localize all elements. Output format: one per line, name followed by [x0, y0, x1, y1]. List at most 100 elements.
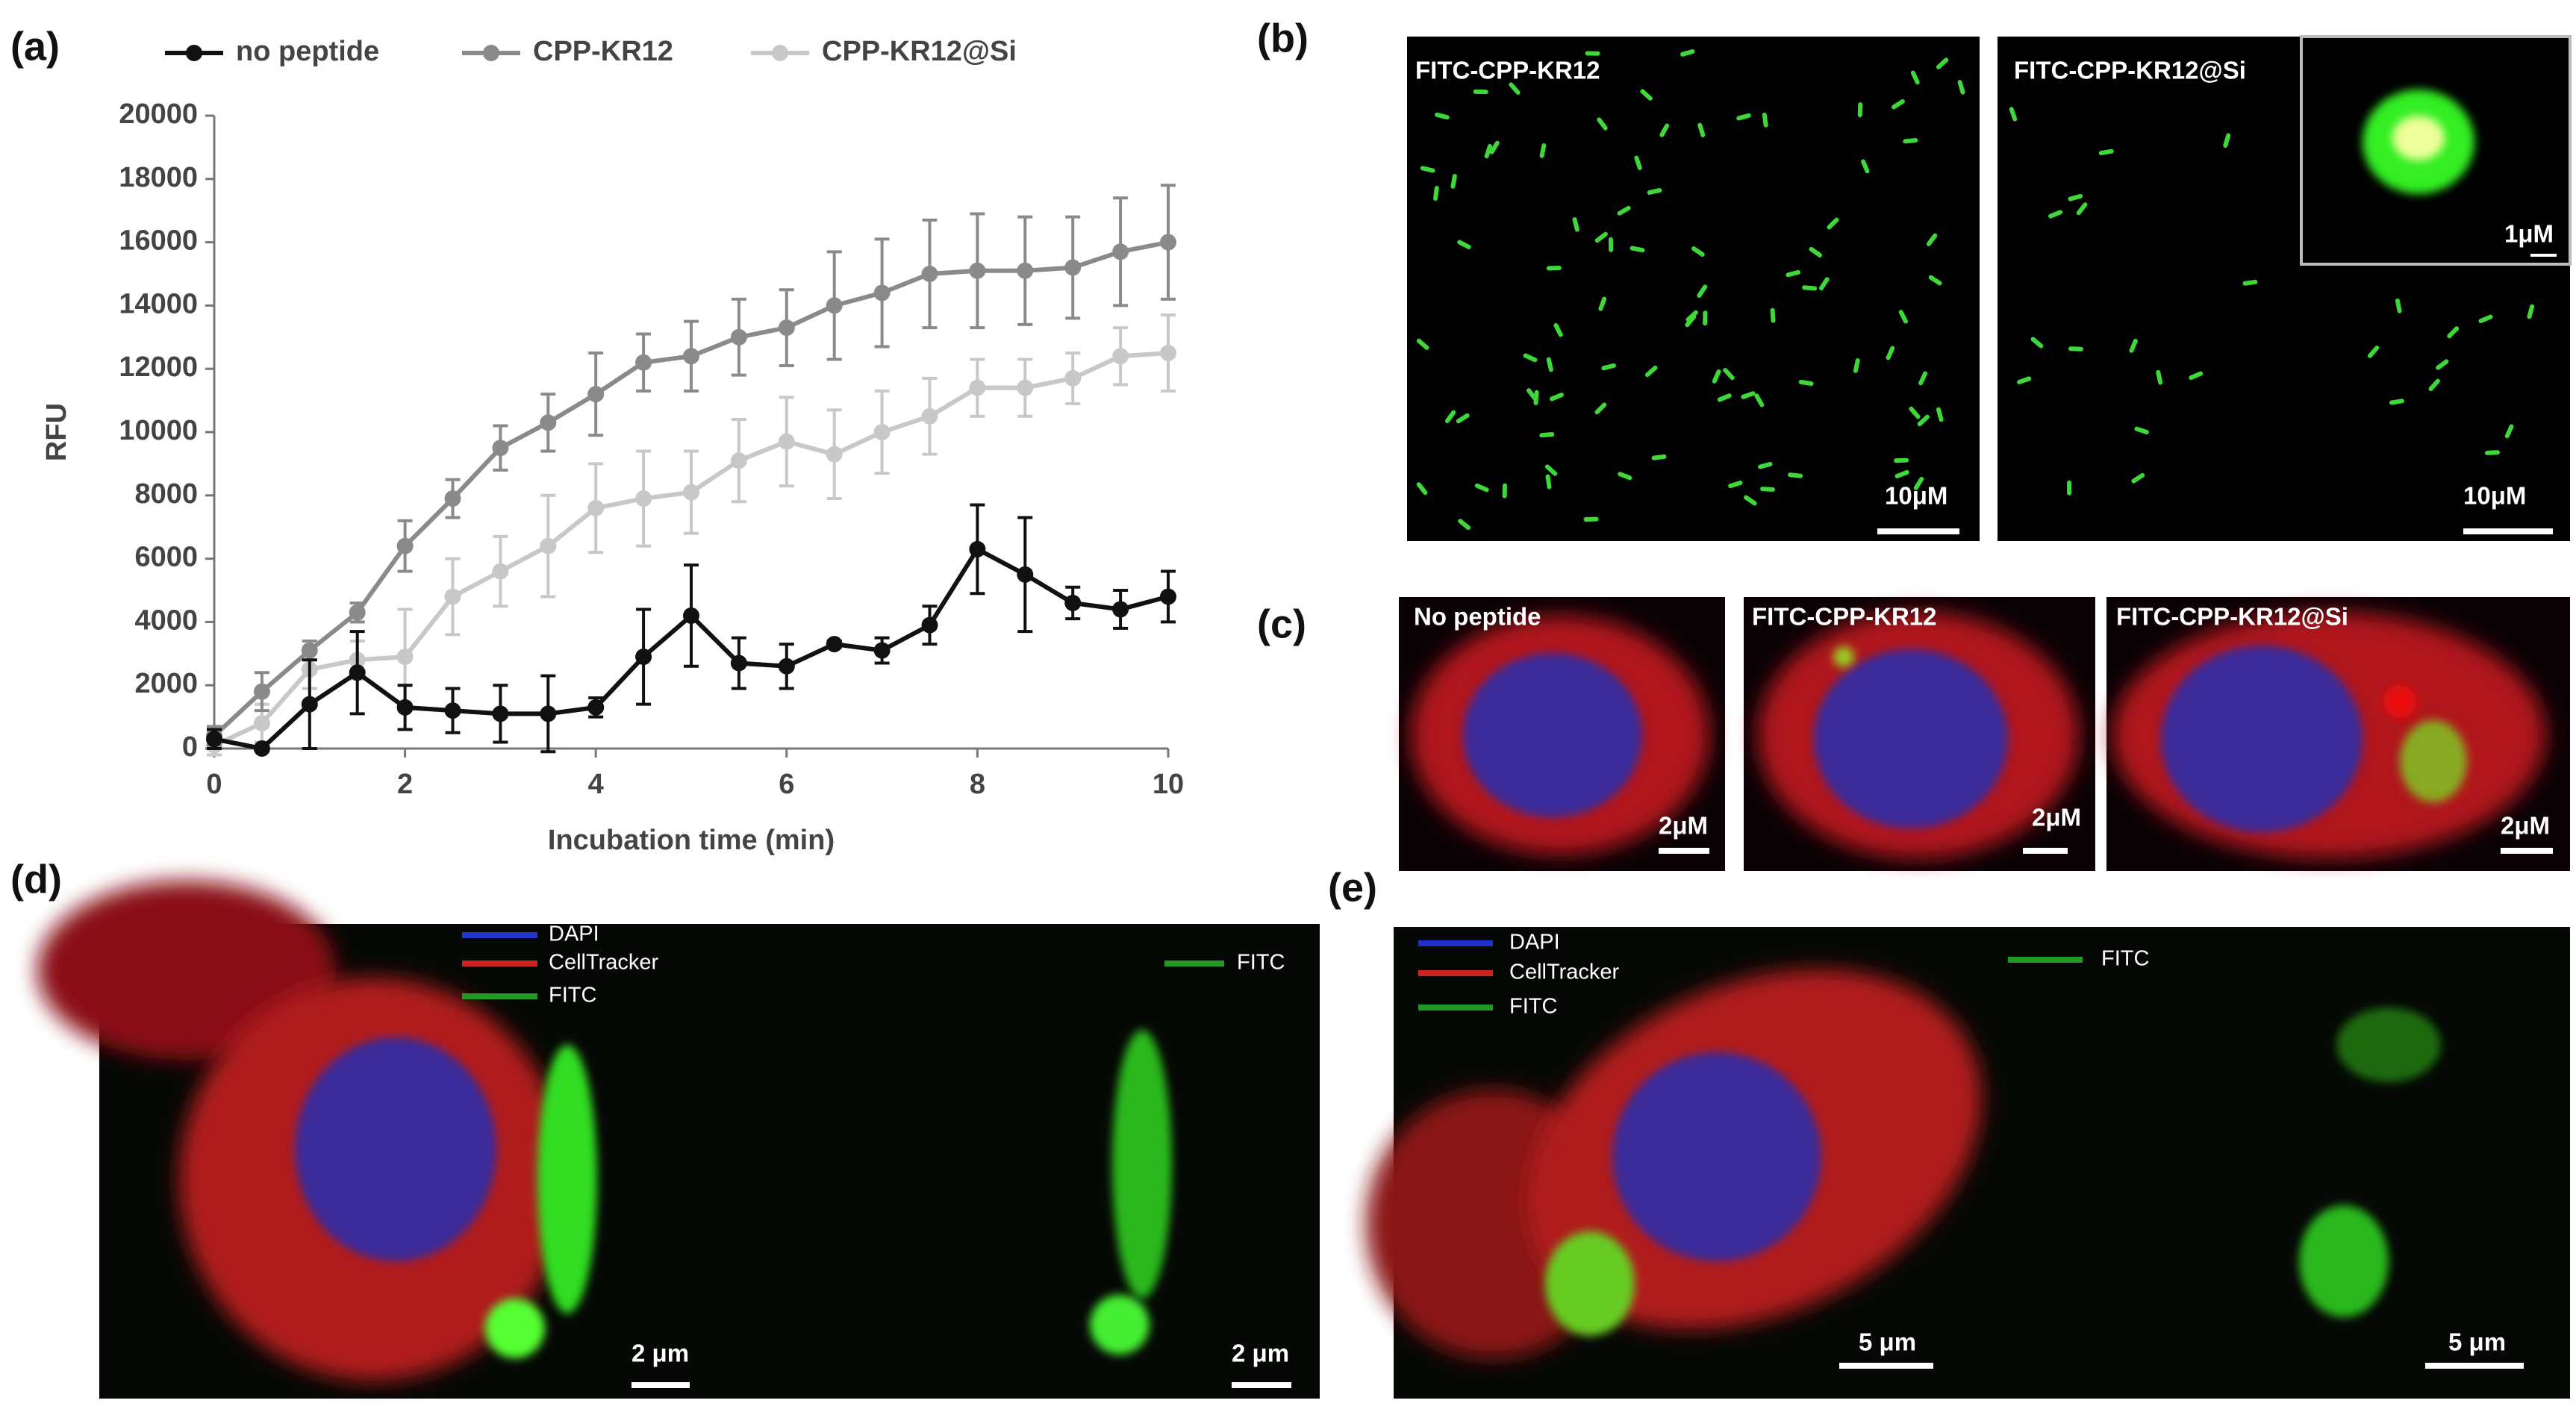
bacterium — [1728, 480, 1743, 489]
image-label: FITC-CPP-KR12@Si — [2014, 57, 2246, 84]
bacterium — [2156, 369, 2163, 385]
bacterium — [2504, 424, 2514, 439]
bacterium — [1630, 246, 1645, 253]
data-point — [730, 655, 747, 672]
bacterium — [1509, 82, 1521, 95]
data-point — [826, 446, 843, 463]
data-point — [444, 588, 461, 605]
bacterium — [2068, 193, 2083, 202]
bacterium — [1786, 269, 1800, 278]
bacterium — [1744, 495, 1757, 506]
bacterium — [2134, 426, 2149, 434]
bacterium — [1788, 472, 1803, 478]
data-point — [540, 537, 557, 555]
data-point — [587, 499, 605, 516]
bacterium — [1617, 205, 1631, 216]
data-point — [873, 424, 891, 440]
x-tick-label: 8 — [970, 769, 985, 800]
legend-label: CPP-KR12 — [533, 36, 673, 67]
y-tick-label: 8000 — [134, 478, 198, 510]
bacterium — [1435, 112, 1450, 120]
bacterium — [2223, 133, 2231, 148]
bacterium — [2048, 210, 2063, 219]
y-tick-label: 10000 — [119, 415, 198, 446]
data-point — [1112, 243, 1129, 260]
data-point — [253, 683, 270, 700]
bacterium — [1691, 246, 1705, 257]
image-label: FITC-CPP-KR12 — [1415, 57, 1600, 84]
bacterium — [2017, 376, 2032, 384]
data-point — [540, 414, 557, 431]
bacterium — [1416, 482, 1428, 496]
scale-label: 2 μm — [631, 1340, 689, 1367]
micrograph — [1744, 597, 2095, 871]
legend-label: DAPI — [1509, 931, 1560, 955]
bacterium — [1957, 80, 1965, 95]
x-tick-label: 4 — [588, 769, 604, 800]
legend-label: CellTracker — [549, 951, 659, 975]
x-tick-label: 6 — [779, 769, 794, 800]
micrograph — [1407, 37, 1980, 541]
bacterium — [1640, 89, 1653, 101]
legend-marker — [772, 45, 788, 61]
legend-label: FITC — [2101, 947, 2149, 971]
y-tick-label: 0 — [182, 731, 198, 763]
data-point — [921, 407, 938, 425]
bacterium — [1457, 240, 1471, 249]
data-point — [778, 319, 795, 337]
data-point — [1112, 601, 1129, 618]
bacterium — [2447, 326, 2460, 339]
data-point — [969, 379, 986, 396]
bacterium — [1928, 275, 1942, 286]
bacterium — [2367, 346, 2380, 358]
data-point — [1160, 588, 1176, 605]
micrograph — [1366, 927, 2570, 1399]
bacterium — [1644, 365, 1658, 378]
legend-label: CPP-KR12@Si — [822, 36, 1017, 67]
data-point — [826, 636, 843, 653]
bacterium — [2189, 371, 2204, 381]
bacterium — [1802, 285, 1818, 291]
bacterium — [1809, 246, 1822, 257]
bacterium — [2076, 202, 2088, 216]
bacterium — [2009, 107, 2018, 122]
bacterium — [1594, 231, 1608, 243]
bacterium — [2068, 346, 2083, 352]
data-point — [587, 699, 605, 716]
scale-label: 2 μm — [1232, 1340, 1289, 1367]
x-tick-label: 2 — [397, 769, 413, 800]
bacterium — [1903, 137, 1918, 144]
bacterium — [1484, 143, 1492, 159]
bacterium — [1910, 70, 1920, 85]
bacterium — [2428, 378, 2440, 391]
bacterium — [1489, 140, 1500, 154]
data-point — [396, 649, 414, 666]
y-tick-label: 16000 — [119, 225, 198, 257]
bacterium — [1853, 358, 1860, 373]
data-point — [349, 664, 366, 681]
data-point — [730, 452, 747, 469]
bacterium — [1539, 432, 1555, 438]
bacterium — [1456, 413, 1470, 424]
bacterium — [1545, 474, 1552, 490]
bacterium — [2478, 314, 2493, 324]
data-point — [969, 540, 986, 557]
data-point — [492, 440, 509, 457]
bacterium — [1918, 371, 1928, 386]
bacterium — [1526, 388, 1538, 402]
bacterium — [1936, 57, 1949, 69]
data-point — [253, 740, 270, 757]
y-axis-label: RFU — [41, 403, 72, 461]
bacterium — [1762, 112, 1768, 128]
y-tick-label: 20000 — [119, 99, 198, 130]
bacterium — [1544, 464, 1558, 476]
bacterium — [1894, 457, 1909, 463]
scale-label: 2μM — [1659, 812, 1708, 840]
bacterium — [1894, 469, 1909, 478]
legend-label: FITC — [1509, 995, 1557, 1019]
bacterium — [1583, 516, 1599, 522]
bacterium — [1697, 122, 1706, 137]
legend-label: no peptide — [236, 36, 379, 67]
bacterium — [2030, 337, 2044, 349]
